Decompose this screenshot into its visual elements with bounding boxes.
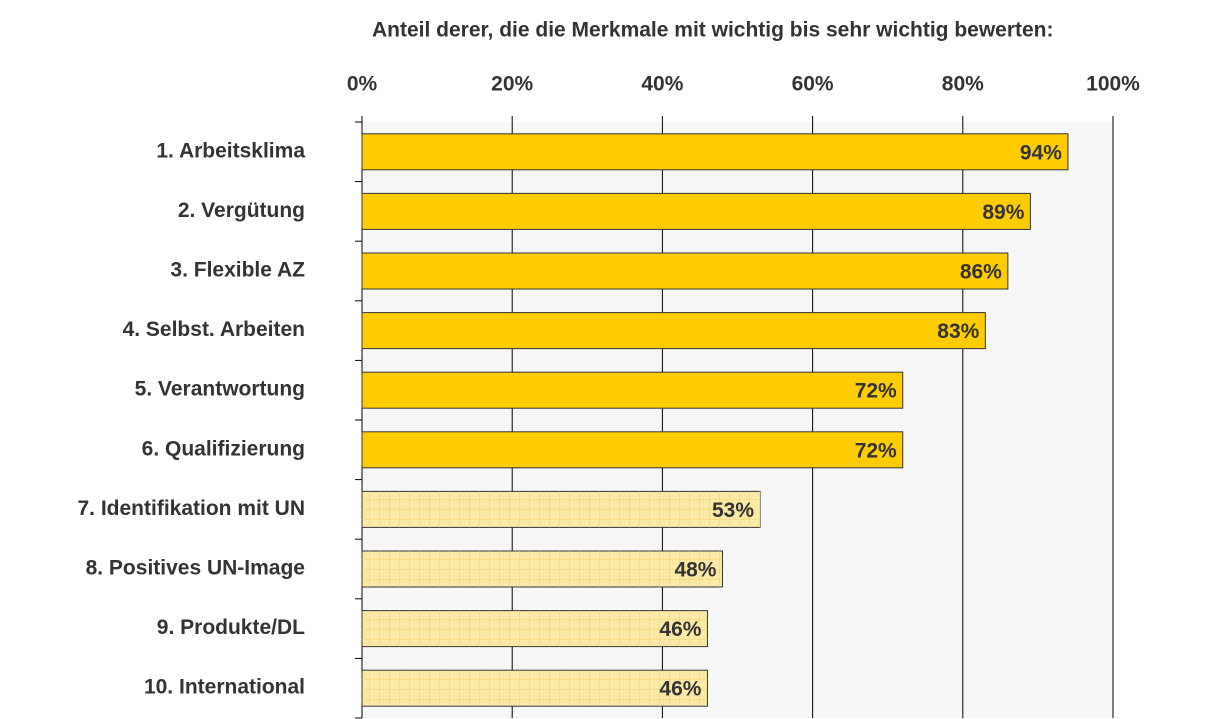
x-tick-label: 20% [491, 73, 533, 96]
value-label: 89% [982, 201, 1024, 224]
bar-pattern [362, 610, 708, 647]
bar-pattern [362, 491, 761, 528]
y-tick-label: 6. Qualifizierung [142, 437, 305, 460]
value-label: 72% [855, 380, 897, 403]
bar [361, 192, 1031, 230]
bar [361, 133, 1069, 171]
y-tick-label: 5. Verantwortung [135, 378, 305, 401]
y-tick-label: 4. Selbst. Arbeiten [123, 318, 305, 341]
y-tick-label: 3. Flexible AZ [170, 259, 305, 282]
value-label: 53% [712, 499, 754, 522]
x-tick-label: 80% [942, 73, 984, 96]
bar-pattern [362, 670, 708, 707]
bar-pattern [362, 551, 723, 587]
y-tick-label: 8. Positives UN-Image [86, 557, 305, 580]
value-label: 83% [937, 320, 979, 343]
bar [361, 252, 1009, 290]
value-label: 46% [659, 618, 701, 641]
y-tick-label: 9. Produkte/DL [157, 616, 305, 639]
x-tick-label: 60% [792, 73, 834, 96]
x-tick-label: 100% [1086, 73, 1140, 96]
value-label: 94% [1020, 141, 1062, 164]
x-tick-label: 0% [347, 73, 378, 96]
chart-title: Anteil derer, die die Merkmale mit wicht… [372, 19, 1054, 42]
y-tick-label: 7. Identifikation mit UN [77, 497, 305, 520]
value-label: 46% [659, 678, 701, 701]
bar [361, 312, 986, 350]
bar [361, 371, 904, 409]
y-tick-label: 2. Vergütung [178, 199, 305, 222]
value-label: 48% [674, 559, 716, 582]
bar [361, 431, 904, 469]
x-tick-label: 40% [641, 73, 683, 96]
y-tick-label: 10. International [144, 676, 305, 699]
value-label: 86% [960, 261, 1002, 284]
y-tick-label: 1. Arbeitsklima [156, 139, 305, 162]
value-label: 72% [855, 439, 897, 462]
